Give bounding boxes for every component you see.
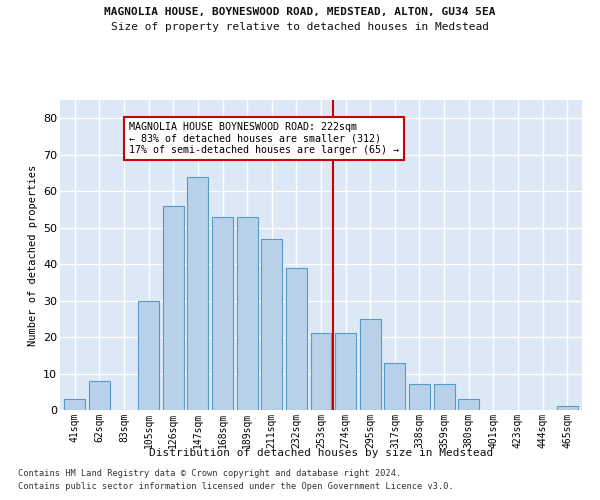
- Bar: [89, 381, 110, 410]
- Text: Contains public sector information licensed under the Open Government Licence v3: Contains public sector information licen…: [18, 482, 454, 491]
- Bar: [286, 268, 307, 410]
- Text: Distribution of detached houses by size in Medstead: Distribution of detached houses by size …: [149, 448, 493, 458]
- Bar: [163, 206, 184, 410]
- Y-axis label: Number of detached properties: Number of detached properties: [28, 164, 38, 346]
- Bar: [261, 238, 282, 410]
- Bar: [138, 300, 159, 410]
- Bar: [360, 319, 381, 410]
- Bar: [557, 406, 578, 410]
- Bar: [187, 176, 208, 410]
- Text: Size of property relative to detached houses in Medstead: Size of property relative to detached ho…: [111, 22, 489, 32]
- Text: MAGNOLIA HOUSE BOYNESWOOD ROAD: 222sqm
← 83% of detached houses are smaller (312: MAGNOLIA HOUSE BOYNESWOOD ROAD: 222sqm ←…: [129, 122, 399, 155]
- Text: Contains HM Land Registry data © Crown copyright and database right 2024.: Contains HM Land Registry data © Crown c…: [18, 468, 401, 477]
- Text: MAGNOLIA HOUSE, BOYNESWOOD ROAD, MEDSTEAD, ALTON, GU34 5EA: MAGNOLIA HOUSE, BOYNESWOOD ROAD, MEDSTEA…: [104, 8, 496, 18]
- Bar: [434, 384, 455, 410]
- Bar: [335, 334, 356, 410]
- Bar: [311, 334, 331, 410]
- Bar: [385, 362, 406, 410]
- Bar: [409, 384, 430, 410]
- Bar: [236, 216, 257, 410]
- Bar: [458, 399, 479, 410]
- Bar: [212, 216, 233, 410]
- Bar: [64, 399, 85, 410]
